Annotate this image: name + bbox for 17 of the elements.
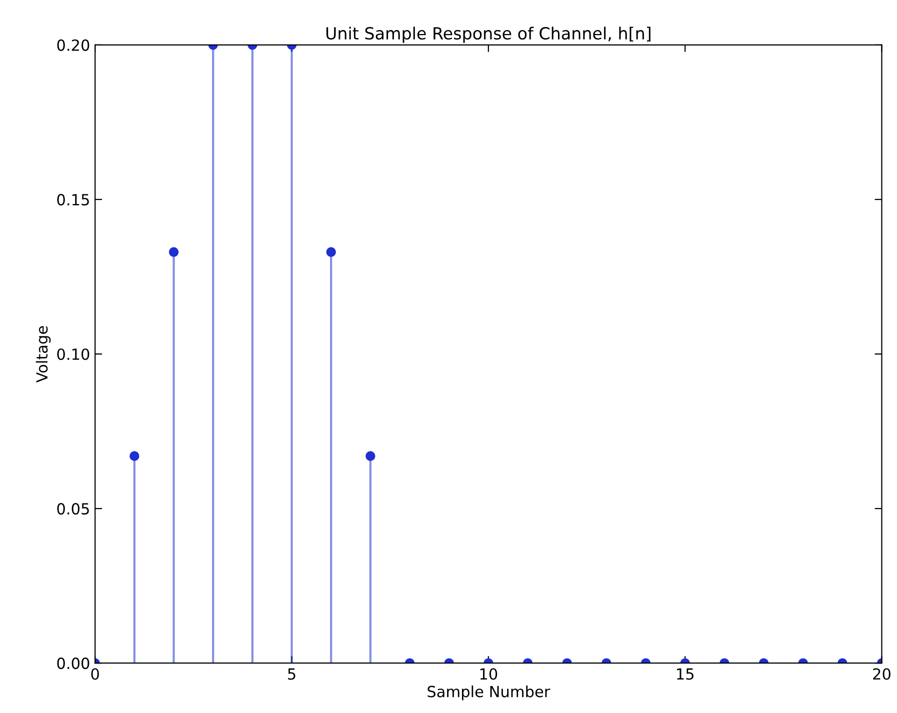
x-tick-label: 10 xyxy=(480,668,498,680)
x-tick-label: 5 xyxy=(288,668,296,680)
x-tick-label: 15 xyxy=(677,668,694,680)
y-tick-label: 0.05 xyxy=(57,503,89,515)
y-tick-label: 0.00 xyxy=(57,658,90,670)
y-axis-title: Voltage xyxy=(36,326,51,383)
point xyxy=(366,451,376,461)
point xyxy=(130,451,140,461)
point xyxy=(168,247,179,257)
x-axis-title: Sample Number xyxy=(428,686,550,700)
y-tick-label: 0.15 xyxy=(57,194,89,206)
point xyxy=(326,247,336,257)
y-tick-label: 0.20 xyxy=(57,39,90,51)
y-tick-label: 0.10 xyxy=(57,348,90,360)
x-tick-label: 0 xyxy=(91,668,99,680)
x-tick-label: 20 xyxy=(873,668,890,680)
chart-title: Unit Sample Response of Channel, h[n] xyxy=(326,26,650,43)
